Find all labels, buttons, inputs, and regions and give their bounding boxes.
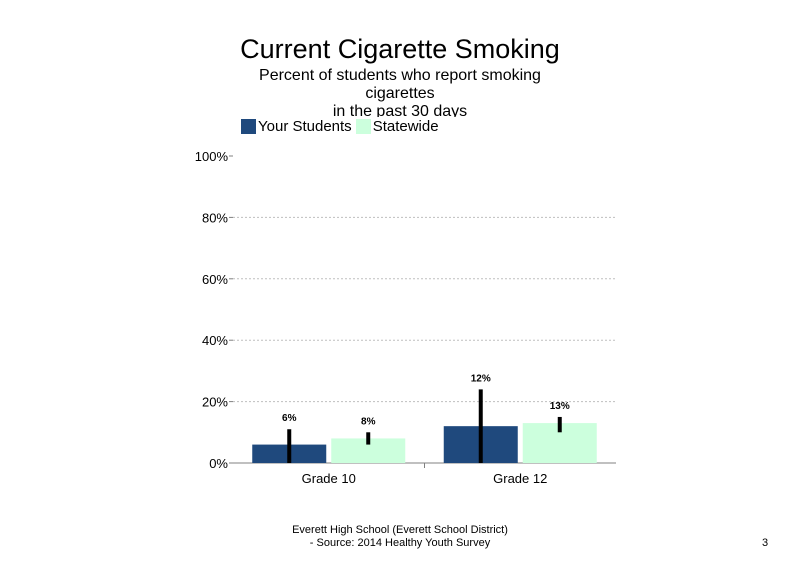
subtitle-line: in the past 30 days [332,103,468,117]
legend-swatch [355,119,371,134]
footer-line: Everett High School (Everett School Dist… [292,524,508,536]
y-tick-label: 100% [195,149,229,164]
legend-label: Your Students [258,118,352,135]
chart-subtitle: Percent of students who report smoking c… [250,67,550,117]
data-label: 13% [550,401,570,412]
footer-line: - Source: 2014 Healthy Youth Survey [309,537,491,549]
y-tick-label: 40% [202,333,228,348]
data-label: 6% [282,413,297,424]
legend-label: Statewide [372,118,439,135]
y-tick-label: 60% [202,272,228,287]
legend-item-your-students: Your Students [241,118,352,135]
legend: Your Students Statewide [241,118,443,135]
footer: Everett High School (Everett School Dist… [200,524,600,550]
y-tick-label: 20% [202,395,228,410]
y-tick-label: 80% [202,210,228,225]
x-tick-label: Grade 12 [493,471,547,486]
data-label: 8% [361,416,376,427]
page-number: 3 [762,537,769,549]
legend-swatch [241,119,256,134]
data-label: 12% [471,373,491,384]
chart-title: Current Cigarette Smoking [240,34,560,64]
subtitle-line: Percent of students who report smoking [259,67,541,84]
subtitle-line: cigarettes [365,85,435,102]
legend-item-statewide: Statewide [355,118,439,135]
y-tick-label: 0% [209,456,228,471]
x-tick-label: Grade 10 [302,471,356,486]
